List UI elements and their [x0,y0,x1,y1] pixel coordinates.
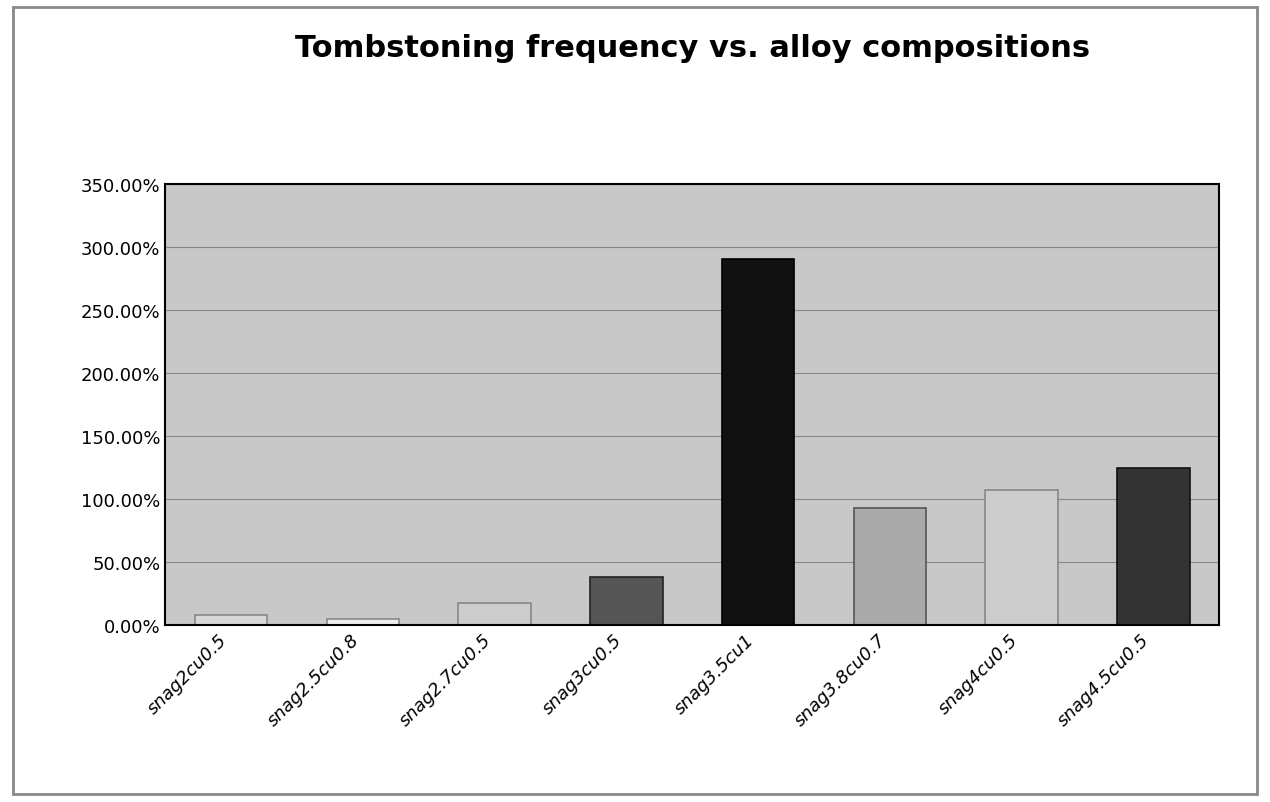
Bar [853,508,926,626]
Bar [194,615,267,626]
Bar [591,577,663,626]
Bar [326,619,399,626]
Bar [986,491,1058,626]
Bar [1118,468,1190,626]
Bar [721,260,794,626]
Bar [458,603,531,626]
Title: Tombstoning frequency vs. alloy compositions: Tombstoning frequency vs. alloy composit… [295,34,1090,63]
